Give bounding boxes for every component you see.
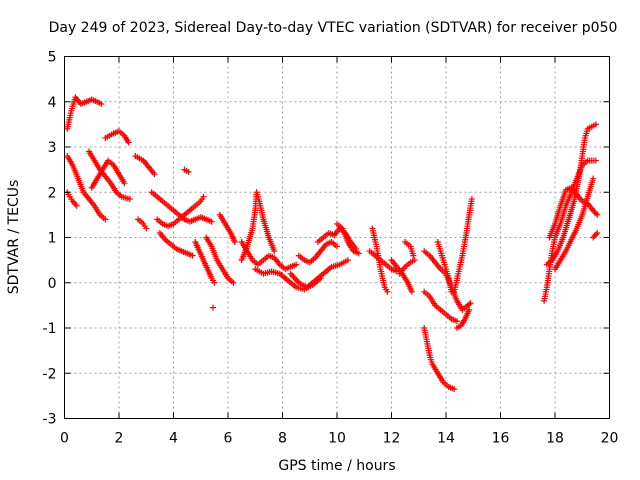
y-tick-label: 1 [48, 231, 57, 247]
data-point [293, 261, 300, 268]
data-point [590, 175, 597, 182]
y-tick-label: 4 [48, 95, 57, 111]
data-point [151, 171, 158, 178]
data-point [355, 250, 362, 257]
data-point [102, 216, 109, 223]
data-point [468, 196, 475, 203]
data-point [451, 386, 458, 393]
data-point [143, 225, 150, 232]
y-tick-label: 0 [48, 276, 57, 292]
y-tick-label: 3 [48, 140, 57, 156]
data-point [125, 139, 132, 146]
x-tick-label: 4 [169, 431, 178, 447]
series-track-d [238, 189, 362, 293]
data-point [344, 257, 351, 264]
data-point [189, 252, 196, 259]
data-point [592, 157, 599, 164]
x-tick-label: 12 [383, 431, 401, 447]
x-tick-label: 20 [601, 431, 619, 447]
series-track-f [421, 196, 475, 393]
x-tick-label: 6 [224, 431, 233, 447]
data-point [211, 279, 218, 286]
data-point [466, 301, 473, 308]
x-tick-label: 0 [60, 431, 69, 447]
x-tick-label: 8 [278, 431, 287, 447]
y-axis-label: SDTVAR / TECUs [6, 180, 22, 295]
data-point [453, 318, 460, 325]
series-track-g [541, 121, 601, 304]
data-point [410, 252, 417, 259]
data-point [467, 300, 474, 307]
x-tick-label: 14 [437, 431, 455, 447]
x-tick-label: 2 [115, 431, 124, 447]
data-point [594, 229, 601, 236]
chart-title: Day 249 of 2023, Sidereal Day-to-day VTE… [49, 20, 618, 36]
data-point [231, 239, 238, 246]
x-tick-labels: 0 2 4 6 8 10 12 14 16 18 20 [60, 431, 618, 447]
data-point [98, 101, 105, 108]
y-tick-label: 2 [48, 185, 57, 201]
axis-ticks [64, 56, 610, 419]
data-point [210, 304, 217, 311]
series-track-e [366, 225, 418, 295]
data-point [411, 257, 418, 264]
data-point [121, 180, 128, 187]
y-tick-labels: -3 -2 -1 0 1 2 3 4 5 [43, 50, 57, 428]
data-point [334, 243, 340, 250]
data-point [208, 218, 215, 225]
data-point [185, 168, 192, 175]
data-point [200, 193, 207, 200]
data-point [230, 279, 237, 286]
data-points [64, 94, 601, 393]
grid [64, 56, 610, 419]
data-point [408, 288, 415, 295]
x-tick-label: 16 [492, 431, 510, 447]
y-tick-label: 5 [48, 50, 57, 66]
series-track-b [64, 148, 133, 223]
y-tick-label: -2 [43, 366, 57, 382]
x-tick-label: 10 [328, 431, 346, 447]
data-point [271, 248, 278, 255]
x-tick-label: 18 [546, 431, 564, 447]
data-point [594, 211, 601, 218]
data-point [466, 306, 473, 313]
data-point [592, 121, 599, 128]
series-track-a [64, 94, 158, 178]
data-point [126, 196, 133, 203]
data-point [73, 202, 80, 209]
y-tick-label: -1 [43, 321, 57, 337]
data-point [384, 288, 391, 295]
x-axis-label: GPS time / hours [278, 458, 395, 474]
y-tick-label: -3 [43, 412, 57, 428]
series-track-c [64, 166, 238, 311]
